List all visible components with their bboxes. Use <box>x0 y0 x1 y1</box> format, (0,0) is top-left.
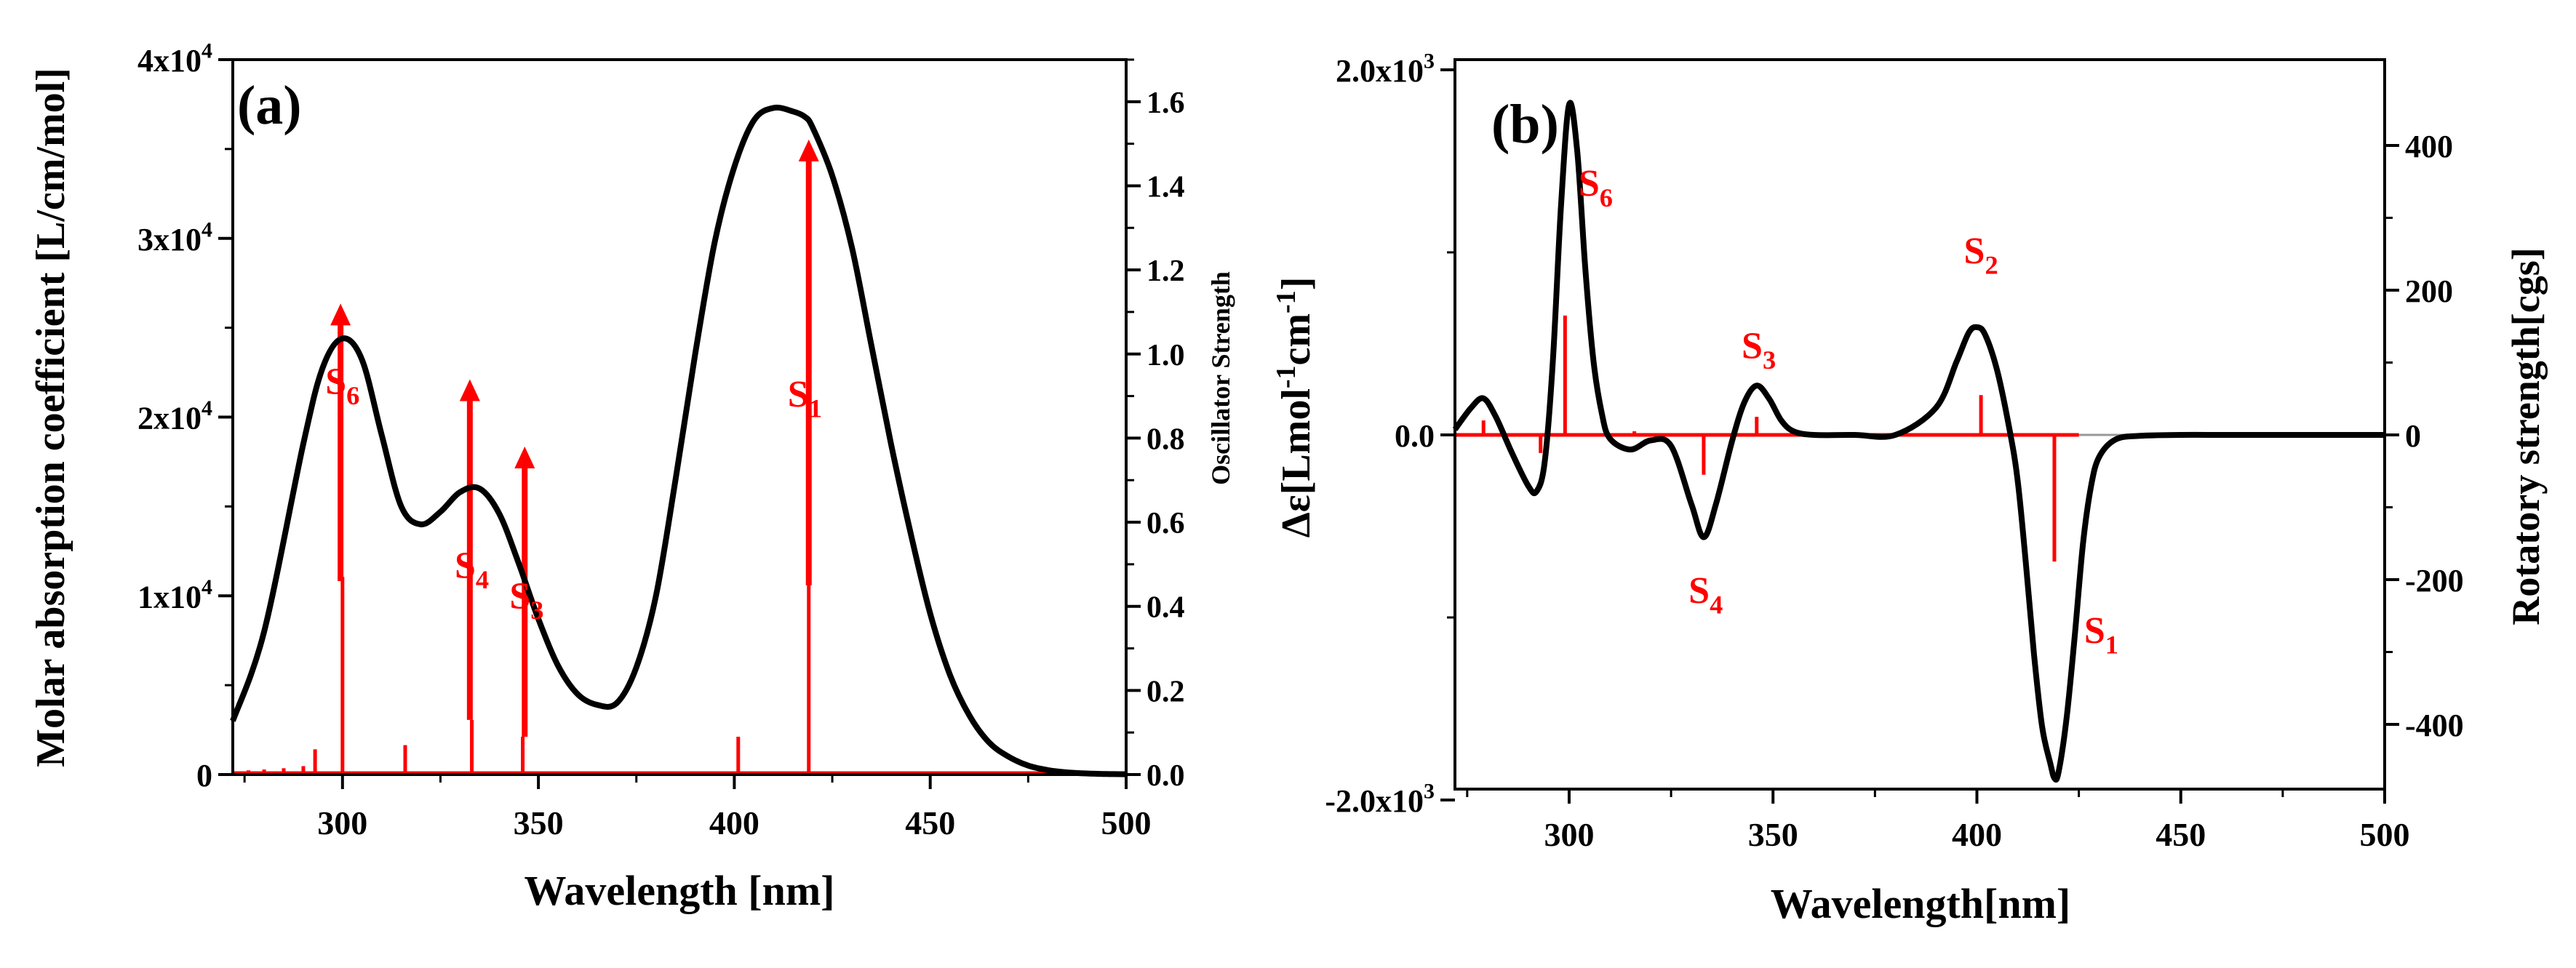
panel-a-y2-tick-label: 0.0 <box>1147 759 1185 793</box>
panel-a-absorption-chart: 300 350 400 450 500 0 1x104 2x104 3x104 4x104 0.… <box>28 39 1235 914</box>
panel-a-x-tick-label: 500 <box>1101 804 1152 841</box>
panel-b-state-label: S6 <box>1579 163 1613 212</box>
panel-a-transition-arrow <box>514 446 535 737</box>
panel-a-x-tick-label: 300 <box>317 804 367 841</box>
panel-a-y-tick-label: 2x104 <box>137 396 212 436</box>
panel-a-transition-arrow <box>459 379 480 720</box>
panel-b-frame <box>1454 58 2386 791</box>
panel-b-y2-tick-label: -200 <box>2405 563 2464 599</box>
panel-b-y2-tick-label: -400 <box>2405 708 2464 743</box>
panel-a-absorption-curve <box>230 104 1127 777</box>
panel-a-state-label: S4 <box>455 545 489 595</box>
panel-b-y2-tick-label: 200 <box>2405 273 2453 309</box>
panel-a-y2-tick-label: 0.6 <box>1147 507 1185 540</box>
panel-b-y-tick-label: -2.0x103 <box>1325 780 1435 819</box>
panel-a-x-axis-title: Wavelength [nm] <box>525 867 835 914</box>
panel-b-y-tick-label: 2.0x103 <box>1336 49 1435 89</box>
panel-b-x-tick-label: 350 <box>1748 816 1798 853</box>
panel-a-y2-tick-label: 0.8 <box>1147 423 1185 456</box>
panel-a-x-tick-label: 350 <box>514 804 564 841</box>
panel-a-transition-arrow <box>330 303 351 582</box>
panel-b-ecd-curve <box>1452 100 2385 783</box>
panel-a-y-tick-label: 1x104 <box>137 575 212 615</box>
panel-b-y2-axis-title: Rotatory strength[cgs] <box>2504 247 2548 625</box>
panel-a-y-tick-label: 3x104 <box>137 217 212 257</box>
panel-b-state-label: S1 <box>2084 610 2118 660</box>
panel-a-y-tick-label: 4x104 <box>137 39 212 79</box>
panel-a-y2-tick-label: 1.0 <box>1147 339 1185 372</box>
panel-b-x-tick-label: 300 <box>1544 816 1594 853</box>
panel-a-y2-tick-label: 0.4 <box>1147 591 1185 625</box>
panel-b-x-tick-label: 450 <box>2156 816 2206 853</box>
panel-b-state-label: S3 <box>1742 326 1776 375</box>
panel-b-x-axis-title: Wavelength[nm] <box>1771 880 2070 927</box>
panel-b-state-label: S4 <box>1688 570 1723 620</box>
panel-b-x-tick-label: 400 <box>1952 816 2002 853</box>
panel-b-y2-tick-label: 400 <box>2405 129 2453 164</box>
panel-a-y2-tick-label: 0.2 <box>1147 675 1185 708</box>
panel-b-y-tick-label: 0.0 <box>1395 418 1435 454</box>
panel-a-x-tick-label: 450 <box>905 804 955 841</box>
panel-a-state-label: S6 <box>325 361 359 411</box>
panel-a-y-axis-title: Molar absorption coefficient [L/cm/mol] <box>28 68 73 767</box>
panel-a-y-tick-label: 0 <box>196 758 212 793</box>
panel-b-y2-tick-label: 0 <box>2405 418 2421 454</box>
panel-b-x-tick-label: 500 <box>2360 816 2410 853</box>
panel-b-state-label: S2 <box>1964 231 1998 280</box>
panel-b-y-axis-title: Δε[Lmol-1cm-1] <box>1271 277 1319 538</box>
panel-a-y2-tick-label: 1.6 <box>1147 87 1185 120</box>
panel-a-y2-tick-label: 1.4 <box>1147 170 1185 204</box>
panel-a-transition-arrow <box>798 139 819 585</box>
panel-a-x-tick-label: 400 <box>709 804 759 841</box>
panel-a-y2-tick-label: 1.2 <box>1147 255 1185 288</box>
panel-a-label: (a) <box>237 75 302 136</box>
panel-a-y2-axis-title: Oscillator Strength <box>1206 271 1235 485</box>
panel-b-label: (b) <box>1491 94 1559 155</box>
panel-a-state-label: S3 <box>509 575 543 625</box>
panel-b-ecd-chart: 300 350 400 450 500 -2.0x103 0.0 2.0x103 -400 -… <box>1271 49 2548 927</box>
panel-a-state-label: S1 <box>788 374 822 423</box>
